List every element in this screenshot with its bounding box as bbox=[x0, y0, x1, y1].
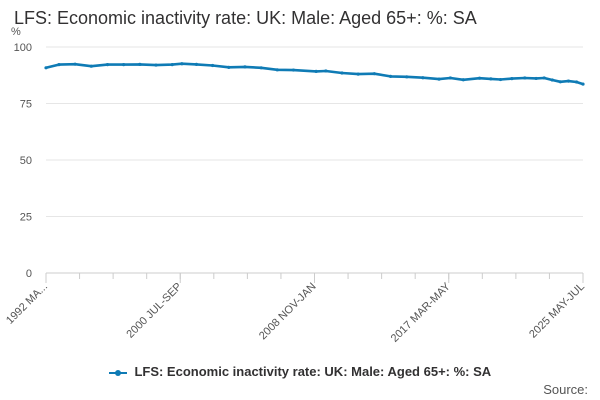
data-point bbox=[566, 79, 571, 83]
data-point bbox=[291, 68, 296, 72]
x-tick-label: 2025 MAY-JUL bbox=[527, 281, 587, 341]
data-point bbox=[170, 63, 174, 67]
data-point bbox=[210, 63, 215, 68]
series-line bbox=[45, 62, 584, 86]
data-point bbox=[542, 76, 546, 80]
chart-title: LFS: Economic inactivity rate: UK: Male:… bbox=[14, 8, 477, 28]
data-point bbox=[227, 65, 231, 69]
data-point bbox=[73, 62, 77, 66]
chart-legend[interactable]: LFS: Economic inactivity rate: UK: Male:… bbox=[0, 364, 600, 379]
data-point bbox=[138, 62, 142, 67]
x-tick-label: 1992 MA... bbox=[4, 281, 50, 327]
data-point bbox=[259, 66, 263, 70]
data-point bbox=[340, 71, 344, 75]
data-point bbox=[448, 76, 452, 80]
x-tick-label: 2008 NOV-JAN bbox=[257, 281, 319, 343]
data-point bbox=[356, 72, 360, 76]
data-point bbox=[437, 77, 441, 81]
x-tick-label: 2017 MAR-MAY bbox=[389, 280, 454, 345]
data-point bbox=[44, 66, 48, 70]
data-point bbox=[498, 77, 503, 82]
data-point bbox=[523, 76, 527, 80]
source-label: Source: bbox=[543, 382, 588, 397]
data-point bbox=[388, 74, 393, 78]
y-axis-unit-label: % bbox=[11, 26, 21, 38]
data-point bbox=[489, 77, 493, 81]
data-point bbox=[122, 63, 126, 67]
data-point bbox=[421, 76, 425, 80]
data-point bbox=[477, 76, 482, 80]
data-point bbox=[243, 65, 247, 69]
data-point bbox=[105, 63, 110, 67]
data-point bbox=[574, 80, 579, 84]
y-tick-label: 75 bbox=[20, 99, 32, 111]
data-point bbox=[275, 68, 279, 72]
data-point bbox=[324, 69, 328, 73]
data-point bbox=[372, 72, 376, 76]
legend-dot-marker bbox=[114, 369, 121, 376]
data-point bbox=[194, 62, 199, 67]
data-point bbox=[558, 80, 562, 84]
y-tick-label: 25 bbox=[20, 212, 32, 224]
data-point bbox=[461, 78, 465, 82]
legend-label: LFS: Economic inactivity rate: UK: Male:… bbox=[134, 364, 492, 379]
data-point bbox=[510, 77, 514, 81]
y-tick-label: 0 bbox=[26, 268, 32, 280]
data-point bbox=[550, 78, 554, 82]
data-point bbox=[405, 75, 409, 79]
data-point bbox=[534, 76, 538, 81]
data-point bbox=[154, 63, 158, 67]
data-point bbox=[314, 69, 318, 74]
y-tick-label: 100 bbox=[14, 42, 32, 54]
x-tick-label: 2000 JUL-SEP bbox=[124, 281, 184, 341]
data-point bbox=[180, 62, 184, 66]
line-chart: 0 25 50 75 100% 1992 MA... 2000 JUL-SEP 2008 NO… bbox=[4, 26, 587, 345]
legend-swatch bbox=[108, 367, 127, 379]
y-tick-label: 50 bbox=[20, 155, 32, 167]
data-point bbox=[89, 64, 93, 68]
data-point bbox=[57, 63, 61, 67]
data-point bbox=[581, 82, 585, 86]
